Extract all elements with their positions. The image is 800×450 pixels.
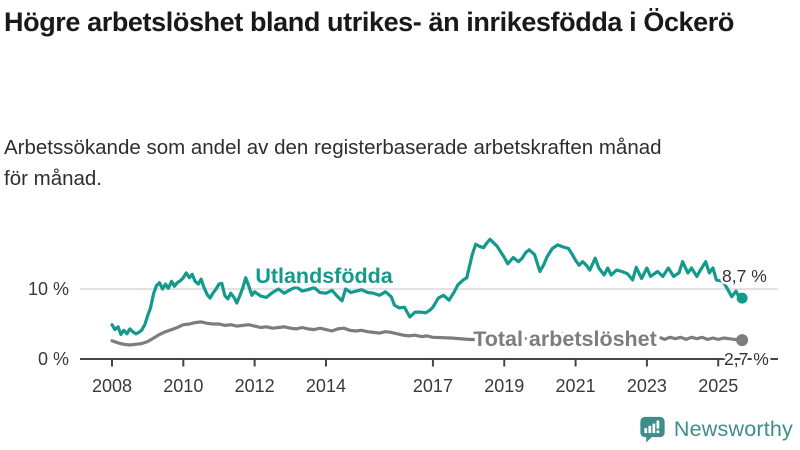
x-tick-label: 2019 xyxy=(484,376,524,396)
page-title: Högre arbetslöshet bland utrikes- än inr… xyxy=(4,7,734,37)
endpoint-dot-1 xyxy=(736,334,749,347)
unemployment-chart: 2008 2010 2012 2014 2017 2019 2021 2023 2025 10 %… xyxy=(0,215,800,415)
series-label-0: Utlandsfödda xyxy=(255,264,393,288)
y-tick-label-0: 0 % xyxy=(38,349,69,369)
newsworthy-logo[interactable]: Newsworthy xyxy=(639,415,793,444)
end-value-label-total: 2,7 % xyxy=(724,349,769,369)
line-chart-svg: 2008 2010 2012 2014 2017 2019 2021 2023 2025 10 %… xyxy=(28,237,778,396)
series-label-1: Total arbetslöshet xyxy=(473,327,657,351)
page-subtitle: Arbetssökande som andel av den registerb… xyxy=(4,136,662,190)
x-tick-label: 2010 xyxy=(163,376,203,396)
x-tick-label: 2017 xyxy=(413,376,453,396)
y-tick-label-10: 10 % xyxy=(28,279,69,299)
x-tick-label: 2023 xyxy=(627,376,667,396)
newsworthy-icon xyxy=(640,416,665,443)
x-tick-label: 2012 xyxy=(235,376,275,396)
x-tick-label: 2008 xyxy=(92,376,132,396)
end-value-label-utlandsfodda: 8,7 % xyxy=(722,266,767,286)
x-tick-label: 2021 xyxy=(556,376,596,396)
series-line-total-arbetslöshet xyxy=(110,320,744,347)
x-tick-label: 2014 xyxy=(306,376,346,396)
endpoint-dot-0 xyxy=(736,292,748,304)
brand-name: Newsworthy xyxy=(673,417,793,441)
x-tick-label: 2025 xyxy=(698,376,738,396)
series-line-utlandsfödda xyxy=(110,237,744,337)
